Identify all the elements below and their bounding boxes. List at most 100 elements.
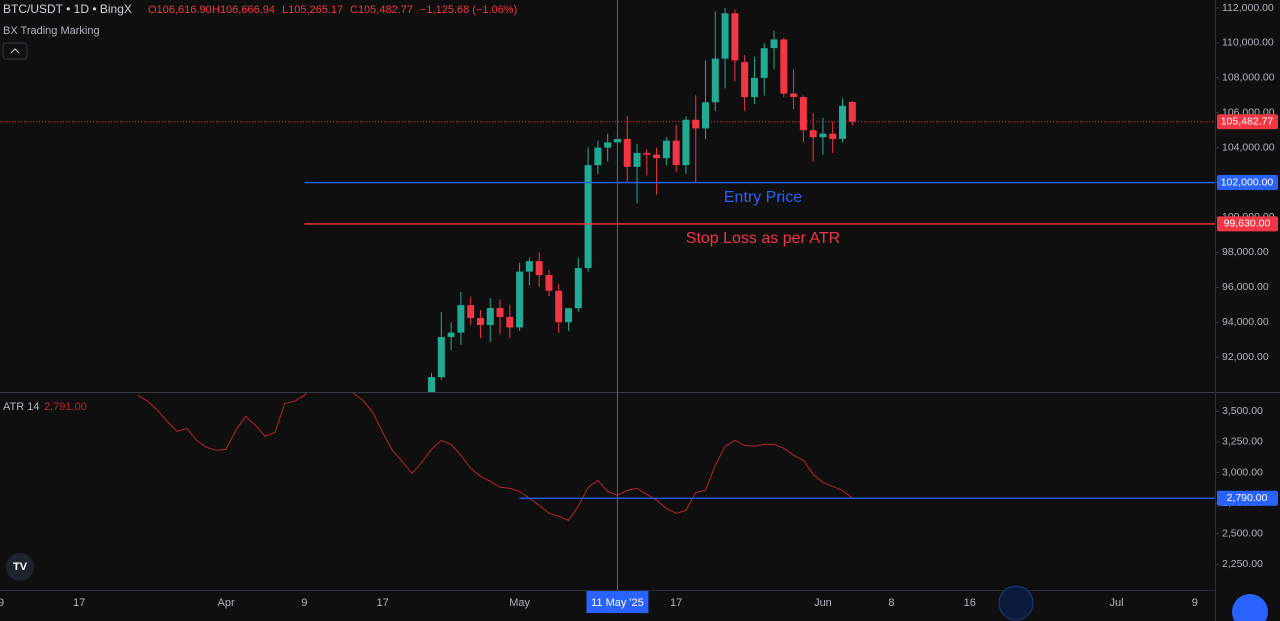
candle-body	[731, 13, 739, 61]
x-tick-label: 11 May '25	[591, 597, 644, 609]
atr-pane	[137, 393, 853, 522]
ohlc-close: C105,482.77	[350, 4, 413, 16]
candle-body	[574, 268, 582, 309]
y-tick-label: 108,000.00	[1222, 72, 1275, 84]
candle-body	[457, 305, 465, 333]
candle-body	[809, 130, 817, 138]
candle-body	[643, 152, 651, 155]
candle-body	[819, 133, 827, 138]
candle-body	[604, 142, 612, 148]
candle-body	[447, 332, 455, 338]
price-label-bg	[1217, 216, 1278, 232]
y-tick-label: 3,500.00	[1222, 405, 1263, 417]
candle-body	[584, 165, 592, 269]
candle-body	[750, 77, 758, 98]
candle-body	[848, 101, 856, 122]
price-label: 105,482.77	[1221, 116, 1274, 128]
candle-body	[741, 62, 749, 98]
x-tick-label: 17	[73, 597, 85, 609]
candle-body	[594, 147, 602, 166]
x-tick-label: 9	[1192, 597, 1198, 609]
y-tick-label: 2,500.00	[1222, 527, 1263, 539]
candle-body	[711, 58, 719, 103]
y-tick-label: 3,000.00	[1222, 466, 1263, 478]
atr-name: ATR 14	[3, 401, 39, 413]
x-tick-label: Jul	[1109, 597, 1123, 609]
y-tick-label: 110,000.00	[1222, 37, 1274, 49]
candle-body	[555, 290, 563, 323]
atr-last-value: 2,791.00	[44, 401, 87, 413]
logo-mark: TV	[13, 561, 28, 573]
candle-body	[790, 93, 798, 98]
x-tick-label: 17	[376, 597, 388, 609]
x-tick-label: 16	[964, 597, 976, 609]
y-tick-label: 96,000.00	[1222, 281, 1269, 293]
candle-body	[623, 138, 631, 167]
price-label: 2,790.00	[1227, 492, 1268, 504]
candle-body	[545, 275, 553, 291]
candle-body	[496, 308, 504, 317]
collapse-button[interactable]	[2, 42, 28, 60]
candle-body	[525, 261, 533, 272]
price-label-bg	[1217, 114, 1278, 130]
y-tick-label: 94,000.00	[1222, 316, 1269, 328]
x-tick-label: May	[509, 597, 530, 609]
logo[interactable]	[6, 553, 34, 581]
price-label: 102,000.00	[1221, 176, 1274, 188]
x-tick-label: Apr	[217, 597, 234, 609]
ohlc-open: O106,616.90	[148, 4, 212, 16]
candle-body	[428, 377, 436, 392]
y-tick-label: 112,000.00	[1222, 2, 1274, 14]
y-tick-label: 3,250.00	[1222, 436, 1263, 448]
y-tick-label: 98,000.00	[1222, 246, 1269, 258]
price-line-label: Entry Price	[724, 189, 802, 206]
ohlc-low: L105,265.17	[282, 4, 343, 16]
y-tick-label: 2,250.00	[1222, 558, 1263, 570]
y-tick-label: 104,000.00	[1222, 141, 1275, 153]
price-label: 99,630.00	[1224, 218, 1271, 230]
price-line-label: Stop Loss as per ATR	[686, 230, 840, 247]
badge[interactable]	[998, 585, 1034, 621]
y-tick-label: 92,000.00	[1222, 351, 1269, 363]
candle-body	[692, 119, 700, 129]
price-pane	[0, 8, 1215, 392]
candle-body	[565, 308, 573, 323]
candle-body	[535, 261, 543, 276]
candle-body	[721, 13, 729, 59]
candle-body	[506, 316, 514, 328]
symbol: BTC/USDT • 1D • BingX	[3, 2, 132, 16]
x-tick-label: Jun	[814, 597, 832, 609]
help-button[interactable]	[1232, 594, 1268, 621]
candle-body	[437, 337, 445, 378]
candle-body	[839, 105, 847, 139]
price-label-bg	[1217, 175, 1278, 191]
candle-body	[672, 140, 680, 166]
candle-body	[770, 39, 778, 49]
candle-body	[780, 39, 788, 94]
candle-body	[653, 154, 661, 159]
candle-body	[633, 152, 641, 167]
candle-body	[476, 317, 484, 325]
ohlc-change: −1,125.68 (−1.06%)	[420, 4, 517, 16]
collapse-icon	[10, 48, 20, 54]
candle-body	[829, 133, 837, 139]
candle-body	[486, 308, 494, 325]
study-name: BX Trading Marking	[3, 25, 100, 37]
candle-body	[799, 97, 807, 131]
price-label-bg	[1217, 490, 1278, 506]
candle-body	[702, 102, 710, 129]
candle-body	[467, 305, 475, 318]
candle-body	[760, 48, 768, 78]
x-tick-label: 17	[670, 597, 682, 609]
x-tick-label: 8	[888, 597, 894, 609]
crosshair-label-bg	[586, 591, 649, 613]
x-tick-label: 9	[0, 597, 4, 609]
atr-line	[137, 393, 853, 522]
candle-body	[682, 119, 690, 166]
ohlc-high: H106,666.94	[212, 4, 275, 16]
candle-body	[516, 271, 524, 328]
x-tick-label: 9	[301, 597, 307, 609]
